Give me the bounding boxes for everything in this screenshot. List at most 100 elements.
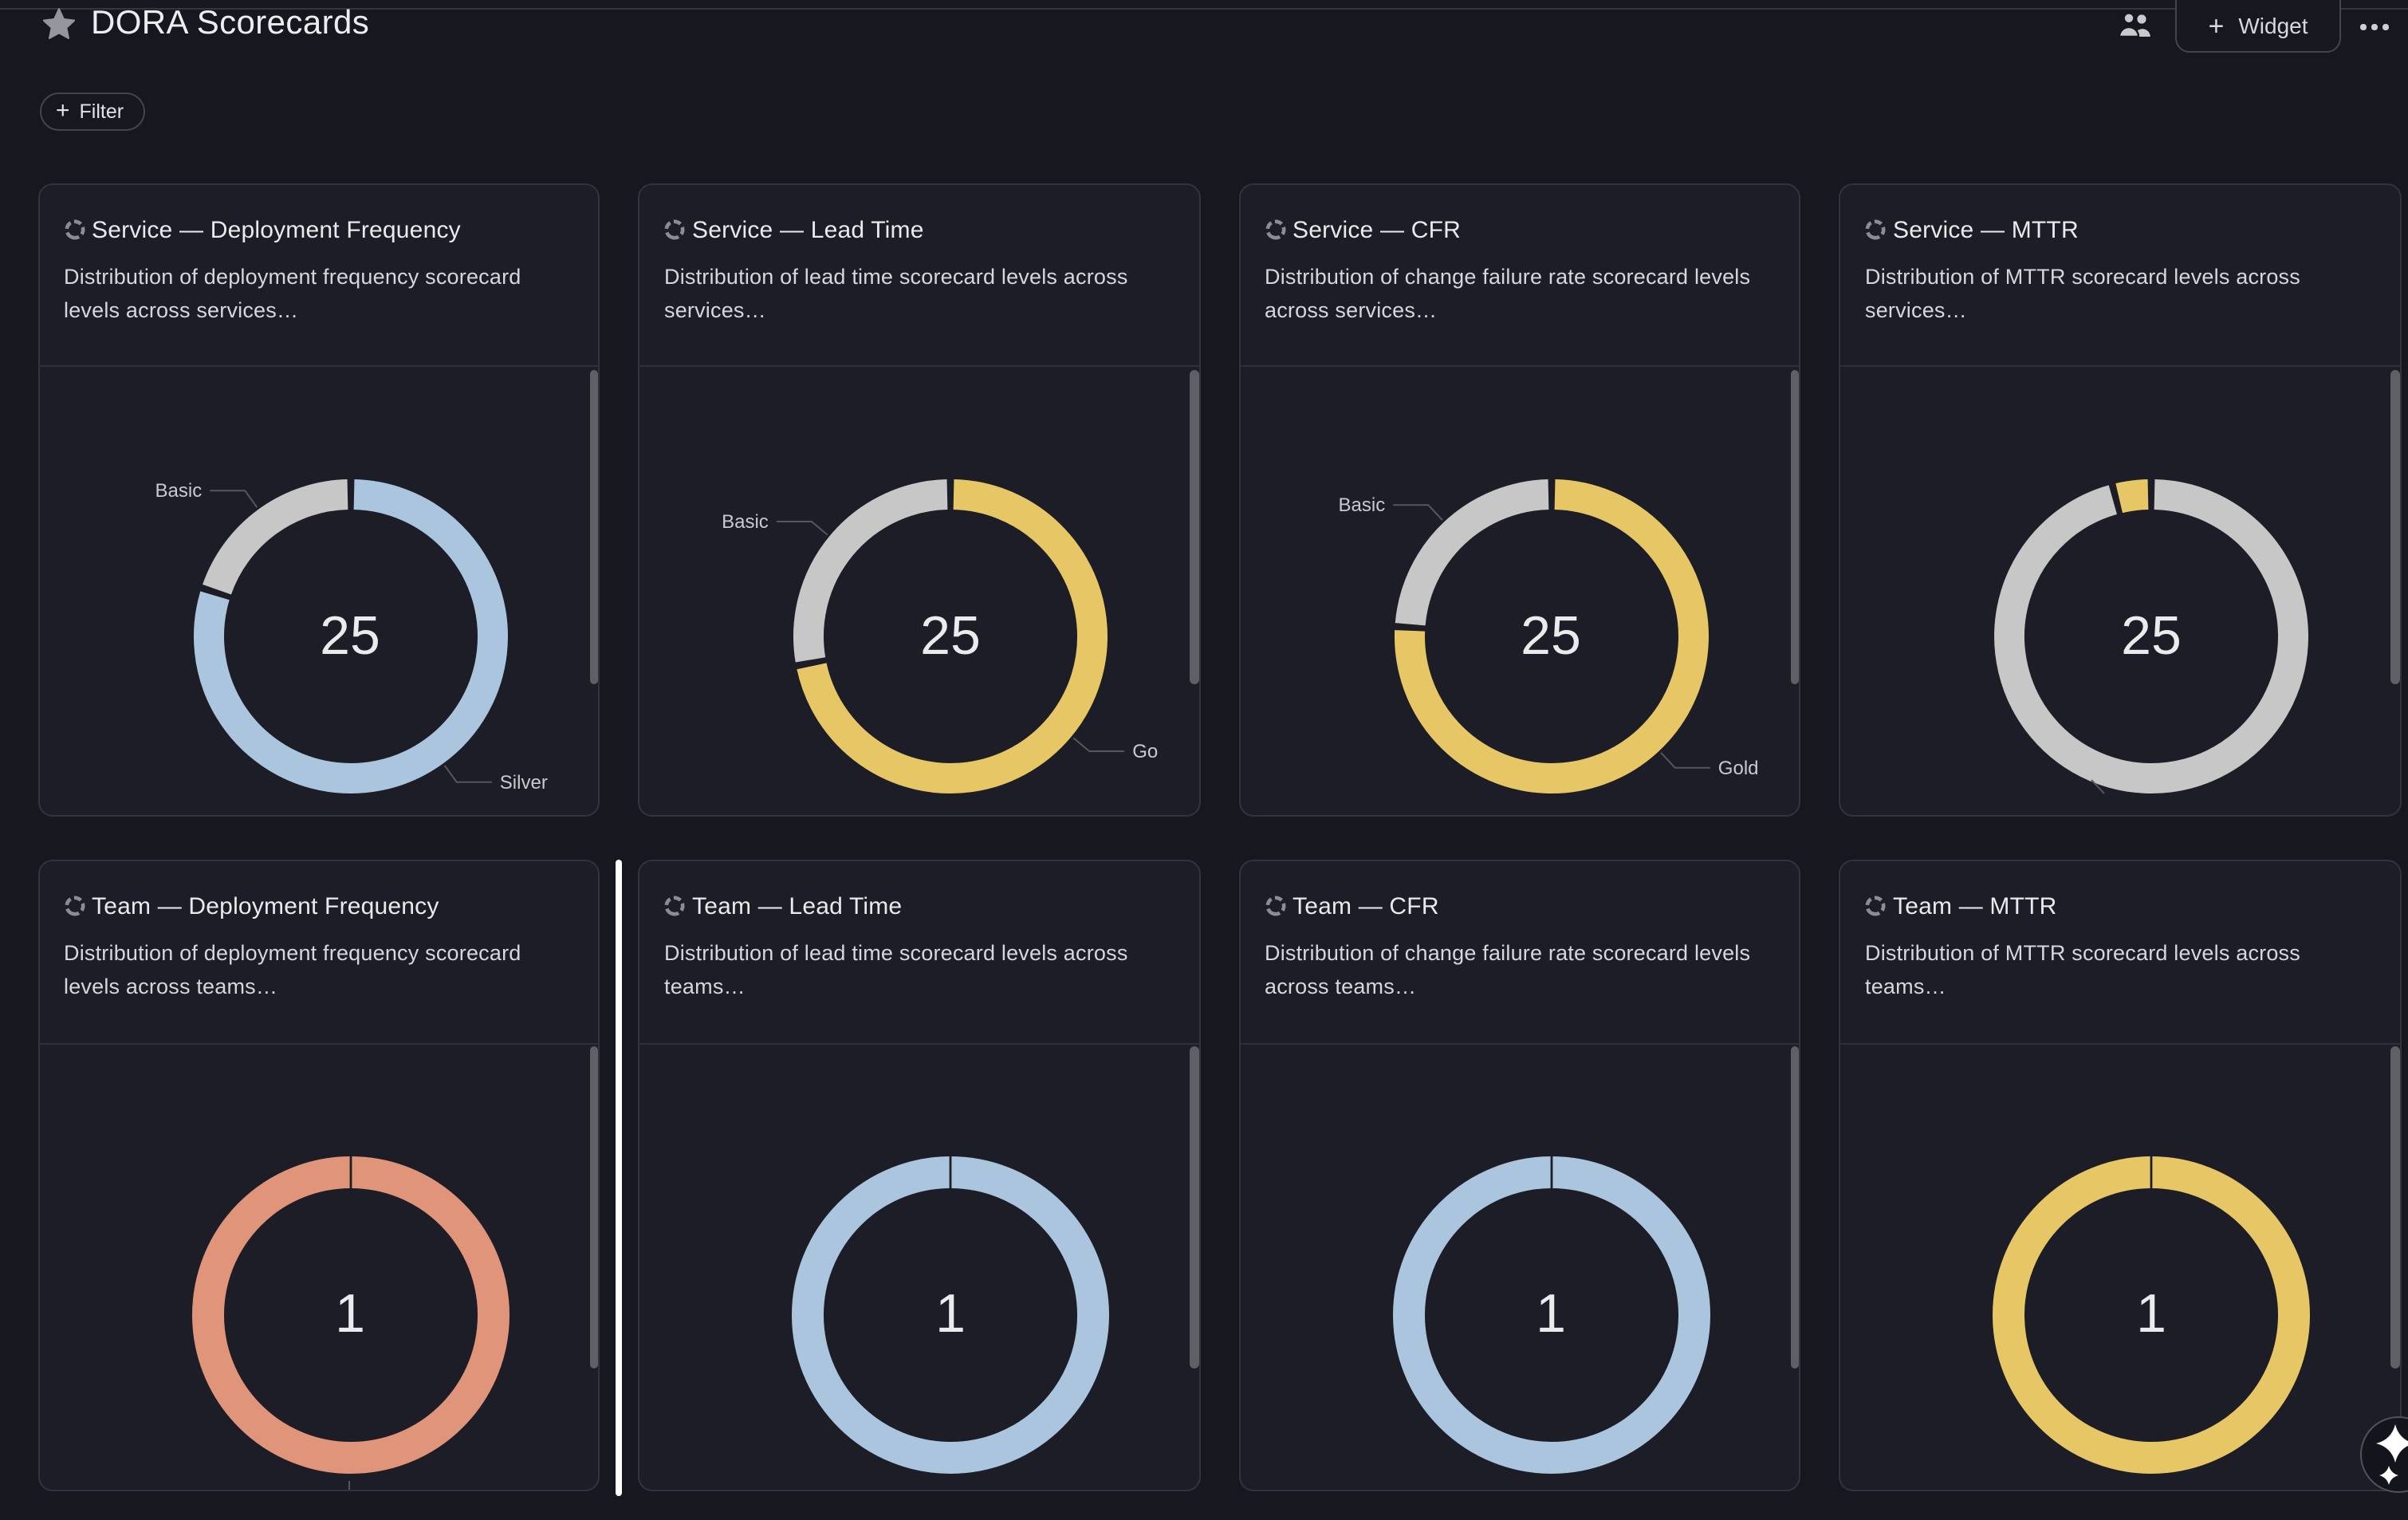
donut-chart: 1 [39,1044,598,1490]
widget-card[interactable]: Service — CFR Distribution of change fail… [1238,183,1800,817]
segment-label: Go [1132,741,1158,762]
scrollbar-thumb[interactable] [2390,369,2399,684]
scrollbar-thumb[interactable] [589,1045,598,1368]
divider [1240,1042,1799,1044]
add-widget-button[interactable]: + Widget [2175,0,2341,53]
widget-description: Distribution of MTTR scorecard levels ac… [1865,941,2300,998]
donut-chart: Go Basic 25 [639,367,1198,815]
widget-card[interactable]: Service — Deployment Frequency Distributi… [37,183,600,817]
top-border [0,8,2408,10]
widget-title: Service — MTTR [1893,216,2079,243]
donut-chart: Gold Basic 25 [1240,367,1799,815]
widget-card[interactable]: Service — MTTR Distribution of MTTR score… [1839,183,2401,817]
widget-title: Team — Lead Time [692,893,903,920]
widget-title: Service — Deployment Frequency [92,216,461,243]
divider [639,365,1198,367]
segment-label: Gold [1717,758,1758,779]
scrollbar-thumb[interactable] [1790,369,1799,684]
more-options-icon[interactable] [2360,24,2389,30]
scrollbar-thumb[interactable] [2390,1045,2399,1368]
donut-chart-icon [664,896,685,916]
widget-card[interactable]: Team — CFR Distribution of change failure… [1238,860,1800,1491]
filter-label: Filter [79,100,124,123]
chart-total: 1 [1536,1284,1566,1345]
scrollbar-thumb[interactable] [1190,1045,1198,1368]
widget-title: Service — CFR [1293,216,1461,243]
donut-chart-icon [1265,896,1285,916]
segment-label: Basic [1338,494,1385,516]
donut-segment[interactable] [202,479,348,595]
donut-chart-icon [1865,896,1886,916]
widget-description: Distribution of MTTR scorecard levels ac… [1865,264,2300,321]
plus-icon: + [2208,11,2225,41]
favorite-star-icon[interactable] [43,8,75,40]
widget-title: Service — Lead Time [692,216,924,243]
plus-icon: + [56,97,70,124]
add-widget-label: Widget [2238,13,2308,38]
donut-chart: 1 [1840,1044,2399,1490]
widget-description: Distribution of change failure rate scor… [1265,941,1751,998]
label-leader-line [776,521,828,536]
segment-label: Basic [155,480,202,502]
widget-card[interactable]: Team — MTTR Distribution of MTTR scorecar… [1839,860,2401,1491]
chart-total: 25 [1521,606,1581,667]
widget-description: Distribution of lead time scorecard leve… [664,941,1128,998]
donut-chart: 1 [639,1044,1198,1490]
filter-button[interactable]: + Filter [40,93,145,131]
widget-description: Distribution of change failure rate scor… [1265,264,1751,321]
donut-segment[interactable] [793,479,948,663]
segment-label: Basic [722,511,769,533]
chart-total: 25 [320,606,380,667]
segment-label: Silver [499,772,547,793]
users-icon[interactable] [2118,11,2153,40]
widget-card[interactable]: Team — Lead Time Distribution of lead tim… [638,860,1200,1491]
scrollbar-thumb[interactable] [589,369,598,684]
donut-chart-icon [64,219,85,239]
donut-segment[interactable] [1994,479,2309,793]
donut-segment[interactable] [1394,479,1548,626]
widget-card[interactable]: Team — Deployment Frequency Distribution … [37,860,600,1491]
donut-chart-icon [664,219,685,239]
donut-chart-icon [64,896,85,916]
donut-chart-icon [1865,219,1886,239]
scrollbar-thumb[interactable] [1790,1045,1799,1368]
widget-description: Distribution of deployment frequency sco… [64,264,521,321]
widget-card[interactable]: Service — Lead Time Distribution of lead … [638,183,1200,817]
donut-chart: 1 [1240,1044,1799,1490]
chart-total: 1 [935,1284,966,1345]
donut-segment[interactable] [1394,479,1708,793]
widget-description: Distribution of deployment frequency sco… [64,941,521,998]
widget-description: Distribution of lead time scorecard leve… [664,264,1128,321]
donut-segment[interactable] [2115,479,2149,514]
label-leader-line [1392,504,1442,521]
scrollbar-thumb[interactable] [1190,369,1198,684]
label-leader-line [209,490,258,508]
chart-total: 25 [2121,606,2182,667]
chart-total: 1 [2136,1284,2166,1345]
chart-total: 1 [335,1284,365,1345]
chart-total: 25 [920,606,981,667]
widget-title: Team — CFR [1293,893,1439,920]
donut-chart: 25 [1840,367,2399,815]
donut-segment[interactable] [797,479,1108,793]
divider [1840,1042,2399,1044]
divider [1840,365,2399,367]
widget-title: Team — Deployment Frequency [92,893,439,920]
label-leader-line [1659,752,1710,769]
ai-sparkle-button[interactable] [2359,1416,2408,1492]
divider [639,1042,1198,1044]
divider [39,1042,598,1044]
drag-insert-indicator [615,859,623,1495]
widget-title: Team — MTTR [1893,893,2057,920]
donut-chart: Silver Basic 25 [39,367,598,815]
divider [39,365,598,367]
sparkles-icon [2375,1424,2408,1484]
divider [1240,365,1799,367]
clipped-leader-line [2091,779,2105,794]
donut-segment[interactable] [193,479,507,793]
label-leader-line [1072,737,1125,752]
donut-chart-icon [1265,219,1285,239]
page-title: DORA Scorecards [91,5,370,41]
label-leader-line [443,765,491,783]
